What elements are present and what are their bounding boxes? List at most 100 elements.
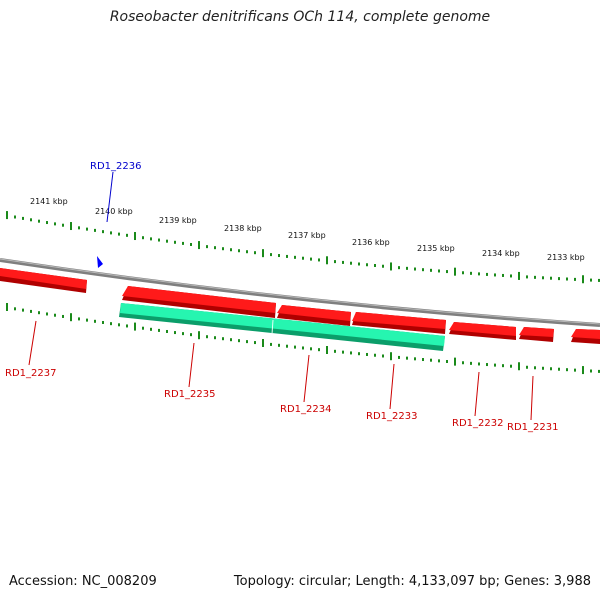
minor-tick [190,333,192,337]
major-tick [198,331,200,340]
minor-tick [182,241,184,245]
major-tick [518,271,520,280]
gene-label-rd1-2234[interactable]: RD1_2234 [280,404,331,415]
minor-tick [398,266,400,270]
minor-tick [526,365,528,369]
minor-tick [510,274,512,278]
accession-text: Accession: NC_008209 [9,574,157,589]
minor-tick [238,249,240,253]
minor-tick [302,256,304,260]
minor-tick [78,317,80,321]
scale-label: 2141 kbp [30,197,68,206]
minor-tick [126,233,128,237]
major-tick [582,275,584,284]
minor-tick [158,328,160,332]
gene-label-rd1-2233[interactable]: RD1_2233 [366,411,417,422]
minor-tick [430,358,432,362]
minor-tick [86,227,88,231]
genome-summary-text: Topology: circular; Length: 4,133,097 bp… [233,574,591,589]
major-tick [6,211,8,220]
major-tick [454,357,456,366]
gene-label-rd1-2232[interactable]: RD1_2232 [452,418,503,429]
gene-label-rd1-2231[interactable]: RD1_2231 [507,422,558,433]
minor-tick [358,352,360,356]
gene-label-rd1-2236[interactable]: RD1_2236 [90,161,141,172]
minor-tick [374,264,376,268]
minor-tick [174,240,176,244]
minor-tick [358,262,360,266]
minor-tick [414,267,416,271]
minor-tick [542,276,544,280]
lower-scale-ticks [6,302,600,375]
minor-tick [54,313,56,317]
minor-tick [286,344,288,348]
minor-tick [246,250,248,254]
scale-label: 2140 kbp [95,207,133,216]
gene-rd1-2235-highlight[interactable] [119,303,445,351]
minor-tick [190,242,192,246]
scale-labels: 2141 kbp 2140 kbp 2139 kbp 2138 kbp 2137… [30,197,585,262]
minor-tick [14,307,16,311]
minor-tick [310,347,312,351]
minor-tick [374,353,376,357]
minor-tick [102,230,104,234]
minor-tick [46,221,48,225]
minor-tick [214,246,216,250]
minor-tick [566,368,568,372]
gene-rd1-2234[interactable] [277,305,351,326]
minor-tick [30,218,32,222]
minor-tick [230,338,232,342]
gene-right-edge[interactable] [571,329,600,344]
gene-rd1-2236[interactable] [122,286,276,318]
minor-tick [574,277,576,281]
minor-tick [254,251,256,255]
scale-label: 2137 kbp [288,231,326,240]
minor-tick [526,275,528,279]
minor-tick [222,337,224,341]
minor-tick [166,329,168,333]
gene-label-rd1-2237[interactable]: RD1_2237 [5,368,56,379]
minor-tick [430,268,432,272]
minor-tick [542,366,544,370]
major-tick [198,241,200,250]
minor-tick [446,270,448,274]
minor-tick [494,273,496,277]
minor-tick [54,222,56,226]
current-position-marker[interactable] [97,256,103,268]
minor-tick [182,332,184,336]
scale-label: 2138 kbp [224,224,262,233]
major-tick [262,249,264,258]
minor-tick [62,314,64,318]
minor-tick [14,215,16,219]
gene-rd1-2231[interactable] [519,327,554,342]
minor-tick [470,361,472,365]
minor-tick [598,369,600,373]
genome-title: Roseobacter denitrificans OCh 114, compl… [109,9,491,25]
minor-tick [486,272,488,276]
minor-tick [150,237,152,241]
minor-tick [574,368,576,372]
minor-tick [334,260,336,264]
minor-tick [206,245,208,249]
scale-label: 2134 kbp [482,249,520,258]
major-tick [326,256,328,265]
minor-tick [38,219,40,223]
minor-tick [558,367,560,371]
minor-tick [350,351,352,355]
minor-tick [166,239,168,243]
gene-rd1-2232[interactable] [449,322,516,340]
minor-tick [118,323,120,327]
gene-label-rd1-2235[interactable]: RD1_2235 [164,389,215,400]
minor-tick [566,277,568,281]
gene-rd1-2237[interactable] [0,268,87,293]
minor-tick [382,354,384,358]
minor-tick [46,312,48,316]
minor-tick [438,269,440,273]
minor-tick [302,346,304,350]
major-tick [262,338,264,347]
minor-tick [142,236,144,240]
scale-label: 2135 kbp [417,244,455,253]
minor-tick [278,254,280,258]
gene-rd1-2233[interactable] [352,312,446,334]
minor-tick [30,309,32,313]
